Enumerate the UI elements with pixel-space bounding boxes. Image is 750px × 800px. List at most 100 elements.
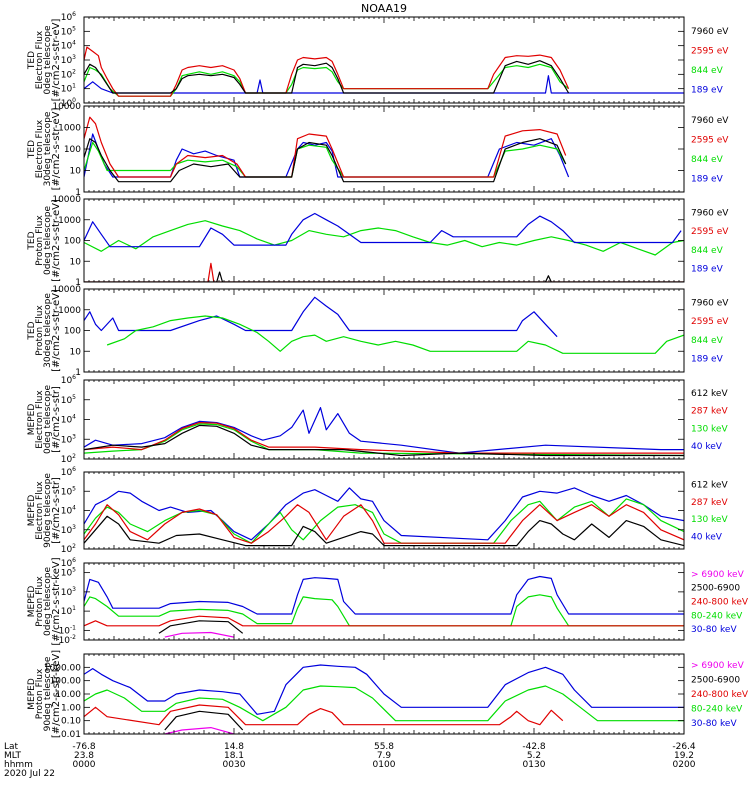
y-axis-label: MEPED <box>27 495 37 527</box>
legend-entry: 2595 eV <box>691 46 729 56</box>
panel-8: 1000.00 100.00 10.00 1.00 0.10 0.01 MEPEDProto… <box>27 650 749 740</box>
legend-entry: 189 eV <box>691 174 724 184</box>
y-axis-label: TED <box>27 140 37 159</box>
y-axis-label: 30deg telescope <box>43 293 53 368</box>
panel-8-series <box>84 664 684 734</box>
series-line-7-1 <box>84 575 684 615</box>
y-axis-label: [#/cm2-s-str-eV] <box>51 108 62 191</box>
panel-frame <box>83 105 685 193</box>
legend-entry: 189 eV <box>691 355 724 365</box>
series-line-7-2 <box>84 594 684 627</box>
y-tick-label: 1 <box>75 278 81 288</box>
footer-lat: -26.4 <box>672 742 696 752</box>
legend-entry: 844 eV <box>691 155 724 165</box>
y-tick-exponent: 4 <box>72 505 76 512</box>
y-tick-exponent: 6 <box>72 557 76 564</box>
y-tick-label: 105 <box>61 567 76 579</box>
series-line-8-4 <box>164 710 244 731</box>
footer-mlt: 19.2 <box>674 751 694 761</box>
legend-entry: 287 keV <box>691 407 728 417</box>
y-tick-label: 10.00 <box>55 690 81 700</box>
legend-entry: > 6900 keV <box>691 661 745 671</box>
series-line-4-2 <box>106 315 684 354</box>
panel-frame <box>83 471 685 550</box>
legend-entry: 7960 eV <box>691 298 729 308</box>
y-tick-label: 102 <box>61 453 76 465</box>
y-axis-label: Electron Flux <box>35 390 45 449</box>
y-tick-exponent: 2 <box>72 543 76 550</box>
y-tick-label: 100 <box>64 237 81 247</box>
footer-row-label: Lat <box>4 742 19 752</box>
y-tick-label: 103 <box>61 524 76 536</box>
series-line-3-3 <box>84 262 684 282</box>
legend-entry: 2500-6900 <box>691 584 740 594</box>
y-tick-exponent: 5 <box>72 567 76 574</box>
y-tick-label: 106 <box>61 374 76 386</box>
y-tick-exponent: 4 <box>72 414 76 421</box>
panel-6-series <box>84 487 684 547</box>
footer-mlt: 18.1 <box>224 751 244 761</box>
y-tick-label: 104 <box>61 505 76 517</box>
y-tick-label: 10 <box>70 347 82 357</box>
y-axis-label: [#/cm2-s-str-keV] <box>51 650 62 738</box>
y-tick-exponent: 3 <box>72 54 76 61</box>
y-tick-exponent: 3 <box>72 586 76 593</box>
legend-entry: 40 keV <box>691 532 723 542</box>
footer-mlt: 5.2 <box>527 751 541 761</box>
y-tick-label: 1 <box>75 188 81 198</box>
y-tick-label: 101 <box>61 83 76 95</box>
series-line-8-5 <box>164 726 235 734</box>
y-tick-exponent: -1 <box>70 624 76 631</box>
y-axis-label: 90deg telescope <box>43 656 53 731</box>
y-tick-label: 103 <box>61 54 76 66</box>
footer-hhmm: 0000 <box>73 760 96 770</box>
footer-hhmm: 0200 <box>673 760 696 770</box>
series-line-1-4 <box>84 60 570 94</box>
legend-entry: 80-240 keV <box>691 704 743 714</box>
y-axis-label: TED <box>27 231 37 250</box>
y-tick-label: 106 <box>61 11 76 23</box>
y-tick-label: 10 <box>70 167 82 177</box>
y-tick-exponent: 2 <box>72 453 76 460</box>
panel-5-series <box>84 407 684 457</box>
y-axis-label: 0deg telescope <box>43 385 53 455</box>
legend-entry: 40 keV <box>691 442 723 452</box>
panel-3-series <box>84 212 684 282</box>
panel-2-series <box>84 116 570 183</box>
series-line-2-2 <box>84 141 567 178</box>
y-axis-label: MEPED <box>27 678 37 710</box>
y-axis-label: TED <box>27 51 37 70</box>
footer-hhmm: 0130 <box>523 760 546 770</box>
series-line-8-1 <box>84 664 684 715</box>
legend-entry: 7960 eV <box>691 116 729 126</box>
footer-row-label: hhmm <box>4 760 33 770</box>
y-tick-label: 1000 <box>58 216 81 226</box>
y-axis-label: Electron Flux <box>35 119 45 178</box>
y-tick-label: 104 <box>61 414 76 426</box>
y-tick-label: 100.00 <box>50 677 82 687</box>
y-tick-exponent: -2 <box>70 634 76 641</box>
y-tick-label: 1 <box>75 368 81 378</box>
panel-frame <box>83 198 685 283</box>
series-line-6-4 <box>84 515 684 547</box>
series-line-7-3 <box>84 615 684 627</box>
y-tick-exponent: 2 <box>72 68 76 75</box>
y-tick-label: 1000.00 <box>44 663 81 673</box>
legend-entry: 130 keV <box>691 515 728 525</box>
y-tick-exponent: 1 <box>72 605 76 612</box>
panel-4-series <box>84 296 684 354</box>
series-line-5-4 <box>84 424 684 457</box>
y-axis-label: [#/cm2-s-str-eV] <box>51 19 62 102</box>
series-line-5-1 <box>84 407 684 454</box>
y-tick-label: 103 <box>61 586 76 598</box>
y-axis-label: 0deg telescope <box>43 206 53 276</box>
y-tick-label: 105 <box>61 394 76 406</box>
y-tick-label: 105 <box>61 25 76 37</box>
